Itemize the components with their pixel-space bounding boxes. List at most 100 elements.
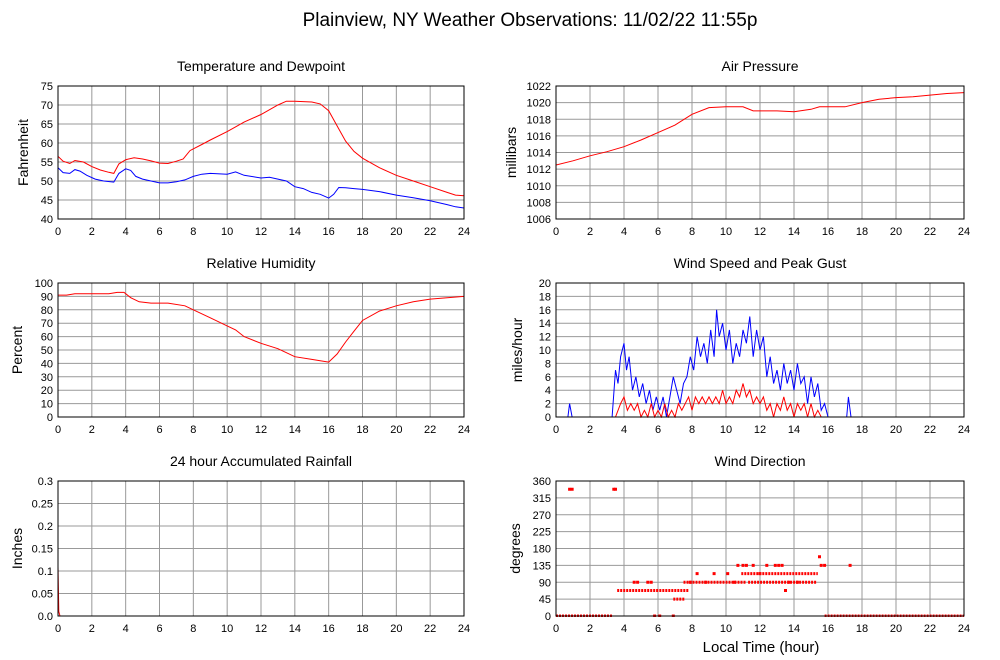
direction-point	[704, 580, 708, 584]
direction-point	[632, 580, 636, 584]
x-tick-label: 16	[323, 226, 335, 238]
x-tick-label: 16	[822, 623, 834, 635]
direction-point	[736, 563, 740, 567]
y-tick-label: 16	[539, 305, 551, 317]
direction-point	[712, 572, 716, 576]
page-title: Plainview, NY Weather Observations: 11/0…	[303, 10, 758, 31]
x-tick-label: 4	[621, 623, 627, 635]
plot-area	[58, 100, 464, 209]
y-tick-label: 1012	[527, 164, 551, 176]
x-tick-label: 24	[958, 623, 970, 635]
x-tick-label: 4	[123, 623, 129, 635]
x-tick-label: 12	[255, 424, 267, 436]
x-tick-label: 4	[621, 424, 627, 436]
x-tick-label: 22	[924, 424, 936, 436]
y-axis-label: millibars	[503, 127, 519, 178]
y-tick-label: 1016	[527, 131, 551, 143]
y-tick-label: 20	[41, 385, 53, 397]
x-tick-label: 10	[221, 623, 233, 635]
x-tick-label: 18	[856, 424, 868, 436]
x-tick-label: 12	[255, 226, 267, 238]
x-tick-label: 0	[55, 226, 61, 238]
y-tick-label: 8	[545, 358, 551, 370]
y-tick-label: 12	[539, 332, 551, 344]
y-tick-label: 10	[539, 345, 551, 357]
y-tick-label: 0.15	[32, 544, 53, 556]
y-tick-label: 4	[545, 385, 551, 397]
y-tick-label: 0.2	[38, 521, 53, 533]
series-line-0	[556, 309, 964, 418]
x-tick-label: 20	[890, 424, 902, 436]
direction-point	[819, 563, 823, 567]
x-tick-label: 2	[587, 424, 593, 436]
x-tick-label: 6	[156, 226, 162, 238]
x-tick-label: 14	[289, 623, 301, 635]
x-tick-label: 0	[55, 623, 61, 635]
x-axis-label: Local Time (hour)	[703, 639, 820, 656]
x-tick-label: 24	[958, 226, 970, 238]
y-tick-label: 100	[35, 278, 53, 290]
x-tick-label: 16	[323, 424, 335, 436]
plot-frame	[57, 85, 465, 220]
direction-point	[765, 563, 769, 567]
y-tick-label: 0	[545, 412, 551, 424]
x-tick-label: 6	[655, 424, 661, 436]
series-line-1	[556, 383, 964, 418]
x-tick-label: 12	[754, 226, 766, 238]
y-axis-label: degrees	[507, 523, 523, 574]
x-tick-label: 0	[553, 623, 559, 635]
y-tick-label: 135	[533, 560, 551, 572]
series-line-0	[58, 291, 464, 363]
y-tick-label: 0.05	[32, 589, 53, 601]
x-tick-label: 14	[788, 424, 800, 436]
direction-point	[795, 580, 799, 584]
direction-point	[773, 563, 777, 567]
y-tick-label: 10	[41, 399, 53, 411]
chart-title: Wind Direction	[714, 453, 805, 469]
x-tick-label: 16	[822, 424, 834, 436]
x-tick-label: 10	[221, 424, 233, 436]
y-tick-label: 90	[539, 577, 551, 589]
y-tick-label: 75	[41, 81, 53, 93]
x-tick-label: 24	[458, 424, 470, 436]
x-tick-label: 24	[458, 226, 470, 238]
chart-title: 24 hour Accumulated Rainfall	[170, 453, 352, 469]
y-tick-label: 1018	[527, 114, 551, 126]
y-tick-label: 50	[41, 176, 53, 188]
x-tick-label: 8	[689, 226, 695, 238]
x-tick-label: 6	[156, 623, 162, 635]
x-tick-label: 4	[621, 226, 627, 238]
x-tick-label: 18	[856, 623, 868, 635]
y-tick-label: 80	[41, 305, 53, 317]
chart-title: Temperature and Dewpoint	[177, 58, 345, 74]
direction-point	[787, 580, 791, 584]
direction-point	[823, 563, 827, 567]
x-tick-label: 6	[156, 424, 162, 436]
y-tick-label: 0.25	[32, 499, 53, 511]
x-tick-label: 18	[856, 226, 868, 238]
y-tick-label: 1020	[527, 98, 551, 110]
x-tick-label: 10	[720, 623, 732, 635]
y-axis-label: miles/hour	[509, 317, 525, 382]
chart-title: Air Pressure	[721, 58, 798, 74]
direction-point	[818, 555, 821, 559]
x-tick-label: 2	[89, 623, 95, 635]
x-tick-label: 16	[323, 623, 335, 635]
y-tick-label: 50	[41, 345, 53, 357]
x-tick-label: 24	[958, 424, 970, 436]
y-tick-label: 70	[41, 100, 53, 112]
y-tick-label: 6	[545, 372, 551, 384]
x-tick-label: 18	[356, 424, 368, 436]
x-tick-label: 2	[89, 226, 95, 238]
x-tick-label: 10	[720, 424, 732, 436]
y-tick-label: 14	[539, 318, 551, 330]
y-tick-label: 90	[41, 291, 53, 303]
y-tick-label: 45	[539, 594, 551, 606]
x-tick-label: 4	[123, 226, 129, 238]
x-tick-label: 10	[221, 226, 233, 238]
direction-point	[612, 487, 616, 491]
chart-title: Relative Humidity	[207, 255, 316, 271]
